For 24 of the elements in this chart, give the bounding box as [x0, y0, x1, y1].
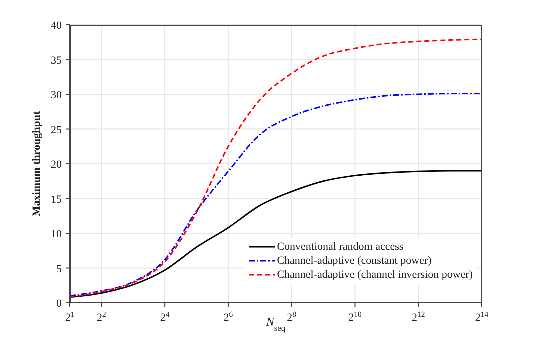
legend-label: Channel-adaptive (channel inversion power) — [277, 269, 473, 281]
y-tick-label: 10 — [51, 228, 62, 240]
y-tick-label: 5 — [56, 263, 62, 276]
x-tick-label: 2$^{14}$ — [475, 310, 489, 324]
y-tick-label: 15 — [51, 194, 62, 206]
y-tick-label: 0 — [56, 298, 62, 310]
x-tick-label: 2$^{4}$ — [160, 310, 170, 324]
y-tick-label: 25 — [51, 124, 62, 136]
x-tick-label: 2$^{10}$ — [348, 310, 362, 324]
x-tick-label: 2$^{2}$ — [97, 310, 107, 324]
x-axis-title: N$_{seq}$ — [265, 315, 286, 332]
line-series — [70, 170, 482, 298]
y-tick-label: 40 — [51, 20, 62, 32]
y-tick-label: 30 — [51, 90, 62, 102]
x-tick-label: 2$^{12}$ — [412, 310, 426, 324]
y-tick-label: 20 — [51, 159, 62, 171]
x-tick-label: 2$^{6}$ — [224, 310, 234, 324]
y-tick-label: 35 — [51, 54, 62, 67]
x-tick-label: 2$^{8}$ — [287, 310, 297, 324]
legend-label: Channel-adaptive (constant power) — [277, 255, 432, 267]
y-axis-title: Maximum throughput — [31, 111, 43, 217]
line-series — [70, 93, 482, 297]
x-tick-label: 2$^{1}$ — [65, 310, 75, 324]
legend-label: Conventional random access — [277, 241, 404, 253]
